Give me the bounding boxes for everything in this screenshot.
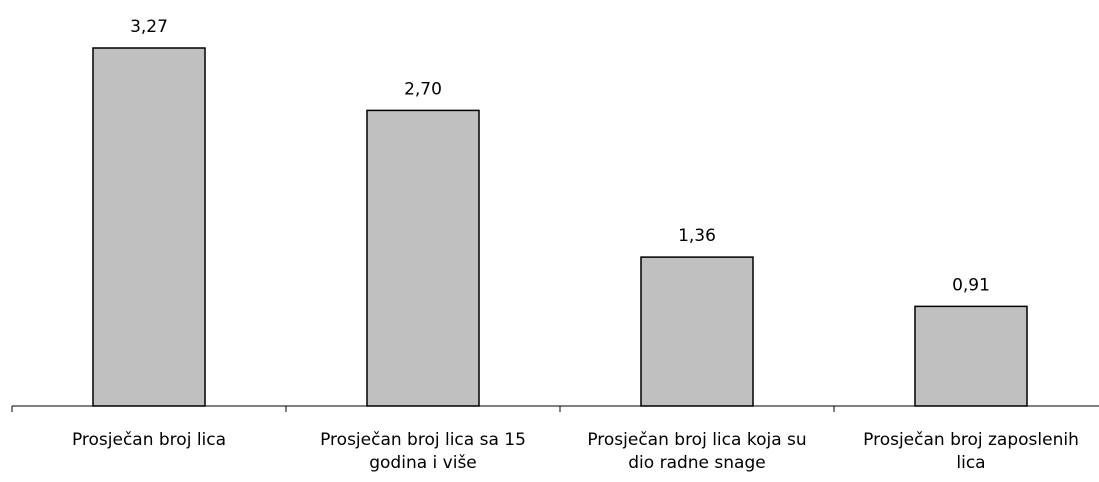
bars-layer <box>92 47 1028 407</box>
value-labels-layer: 3,27 2,70 1,36 0,91 <box>130 17 990 295</box>
bar <box>92 47 206 407</box>
value-label: 0,91 <box>952 275 990 295</box>
value-label: 3,27 <box>130 17 168 37</box>
category-label: Prosječan broj lica koja su <box>587 430 806 450</box>
x-axis <box>11 405 1099 412</box>
category-label: lica <box>956 453 985 473</box>
category-label: Prosječan broj lica sa 15 <box>320 430 526 450</box>
category-label: godina i više <box>369 453 477 473</box>
value-label: 1,36 <box>678 226 716 246</box>
category-label: Prosječan broj lica <box>72 430 226 450</box>
bar <box>366 109 480 407</box>
value-label: 2,70 <box>404 79 442 99</box>
bar <box>640 256 754 407</box>
category-labels-layer: Prosječan broj lica Prosječan broj lica s… <box>72 430 1079 473</box>
category-label: Prosječan broj zaposlenih <box>863 430 1079 450</box>
category-label: dio radne snage <box>628 453 765 473</box>
bar <box>914 305 1028 407</box>
